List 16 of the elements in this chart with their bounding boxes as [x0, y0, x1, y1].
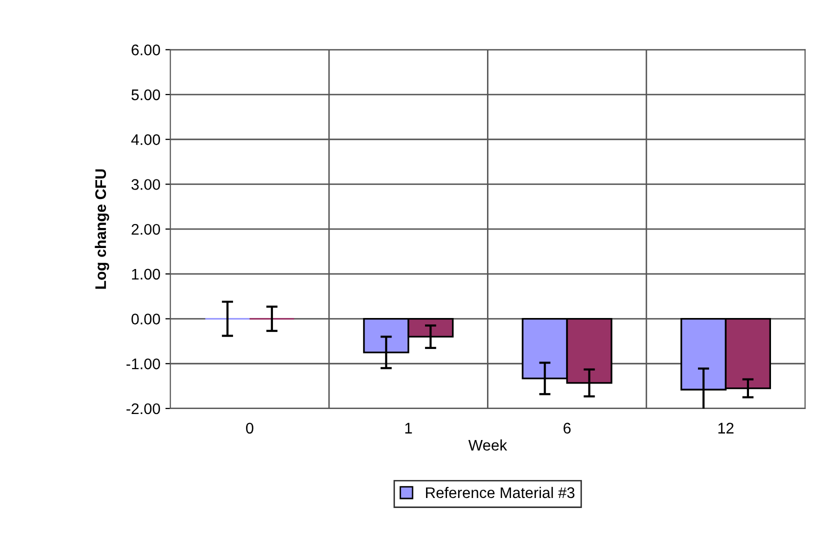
- x-tick-label: 12: [718, 422, 734, 434]
- y-tick-label: -2.00: [126, 403, 160, 414]
- y-tick-label: 0.00: [131, 314, 160, 324]
- y-tick-label: 2.00: [132, 224, 160, 235]
- x-tick-label: 1: [405, 422, 412, 434]
- y-tick-label: 5.00: [132, 89, 160, 100]
- x-tick-label: 6: [564, 422, 571, 434]
- legend-label: Reference Material #3: [426, 486, 574, 498]
- x-axis-title: Week: [468, 439, 508, 451]
- y-tick-label: -1.00: [126, 358, 160, 370]
- y-tick-label: 6.00: [132, 44, 160, 56]
- y-tick-label: 4.00: [131, 134, 160, 146]
- x-tick-label: 0: [246, 422, 254, 434]
- y-axis-title: Log change CFU: [94, 169, 110, 289]
- y-tick-label: 3.00: [131, 179, 160, 190]
- y-tick-label: 1.00: [132, 268, 160, 280]
